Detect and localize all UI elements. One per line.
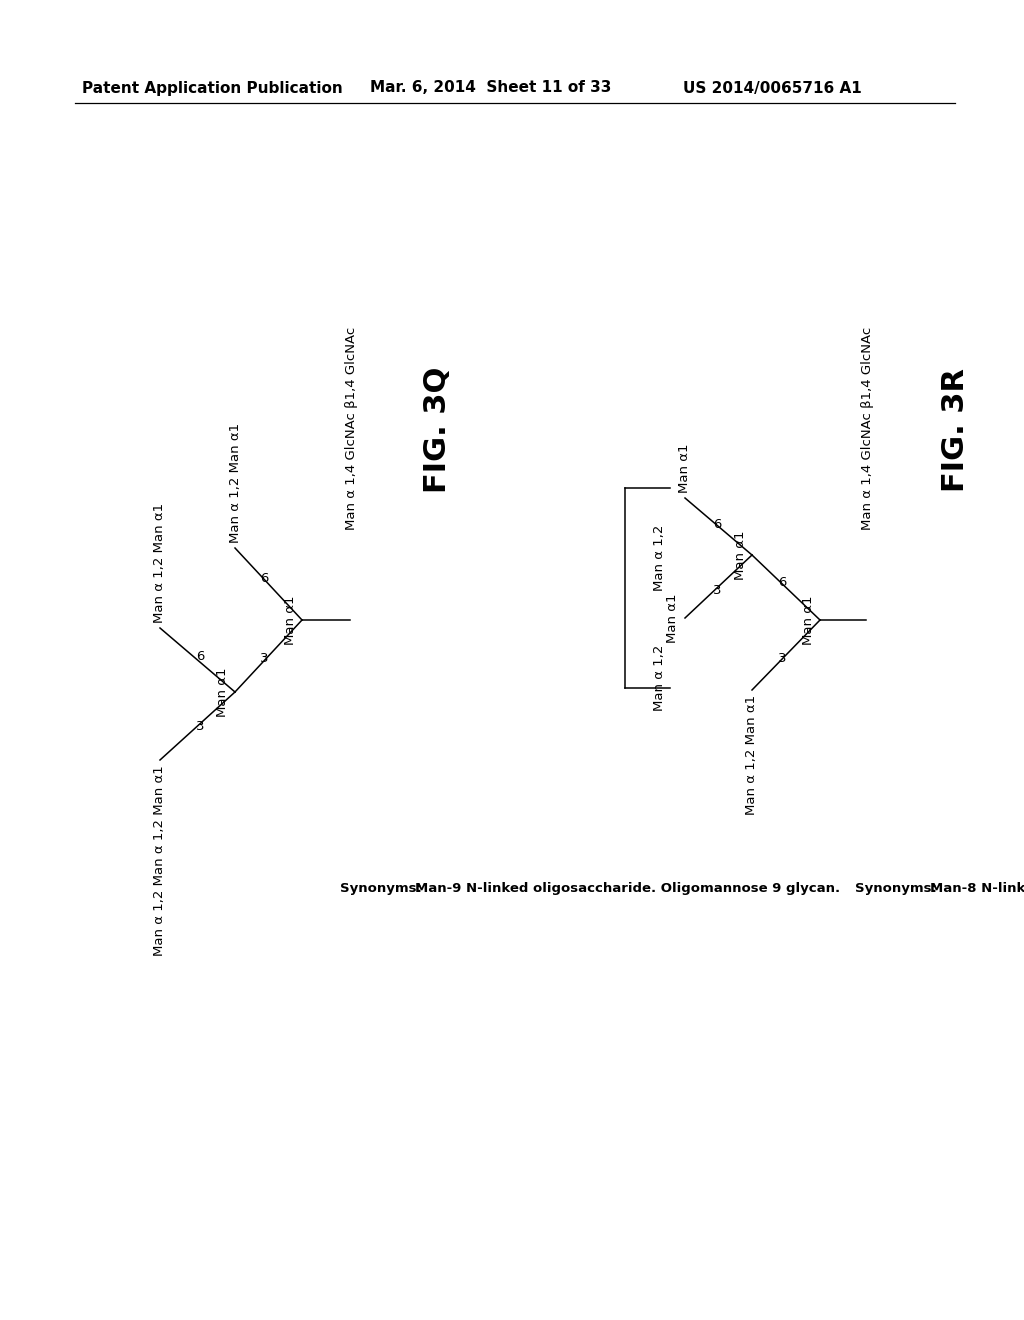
Text: 3: 3 xyxy=(713,583,721,597)
Text: Synonyms:: Synonyms: xyxy=(340,882,422,895)
Text: 6: 6 xyxy=(713,519,721,532)
Text: 6: 6 xyxy=(260,572,268,585)
Text: Man-8 N-linked oligosaccharide. Oligomannose 8 glycan.: Man-8 N-linked oligosaccharide. Oligoman… xyxy=(930,882,1024,895)
Text: 6: 6 xyxy=(196,651,204,664)
Text: 3: 3 xyxy=(778,652,786,664)
Text: US 2014/0065716 A1: US 2014/0065716 A1 xyxy=(683,81,862,95)
Text: Man α1: Man α1 xyxy=(733,531,746,579)
Text: Man α1: Man α1 xyxy=(667,593,680,643)
Text: 6: 6 xyxy=(778,576,786,589)
Text: Mar. 6, 2014  Sheet 11 of 33: Mar. 6, 2014 Sheet 11 of 33 xyxy=(370,81,611,95)
Text: Man α1: Man α1 xyxy=(284,595,297,644)
Text: Man α 1,2: Man α 1,2 xyxy=(653,525,667,591)
Text: Man α 1,4 GlcNAc β1,4 GlcNAc: Man α 1,4 GlcNAc β1,4 GlcNAc xyxy=(861,327,874,531)
Text: FIG. 3R: FIG. 3R xyxy=(940,368,970,492)
Text: Man α 1,2 Man α1: Man α 1,2 Man α1 xyxy=(228,422,242,543)
Text: Man α1: Man α1 xyxy=(216,667,229,717)
Text: Man α 1,2: Man α 1,2 xyxy=(653,644,667,711)
Text: FIG. 3Q: FIG. 3Q xyxy=(423,367,452,494)
Text: Patent Application Publication: Patent Application Publication xyxy=(82,81,343,95)
Text: Man α 1,2 Man α 1,2 Man α1: Man α 1,2 Man α 1,2 Man α1 xyxy=(154,766,167,956)
Text: Man α 1,2 Man α1: Man α 1,2 Man α1 xyxy=(154,503,167,623)
Text: 3: 3 xyxy=(260,652,268,664)
Text: Man α1: Man α1 xyxy=(802,595,814,644)
Text: Man-9 N-linked oligosaccharide. Oligomannose 9 glycan.: Man-9 N-linked oligosaccharide. Oligoman… xyxy=(415,882,840,895)
Text: Man α 1,2 Man α1: Man α 1,2 Man α1 xyxy=(745,696,759,816)
Text: Man α1: Man α1 xyxy=(679,444,691,492)
Text: 3: 3 xyxy=(196,721,204,734)
Text: Man α 1,4 GlcNAc β1,4 GlcNAc: Man α 1,4 GlcNAc β1,4 GlcNAc xyxy=(345,327,358,531)
Text: Synonyms:: Synonyms: xyxy=(855,882,937,895)
